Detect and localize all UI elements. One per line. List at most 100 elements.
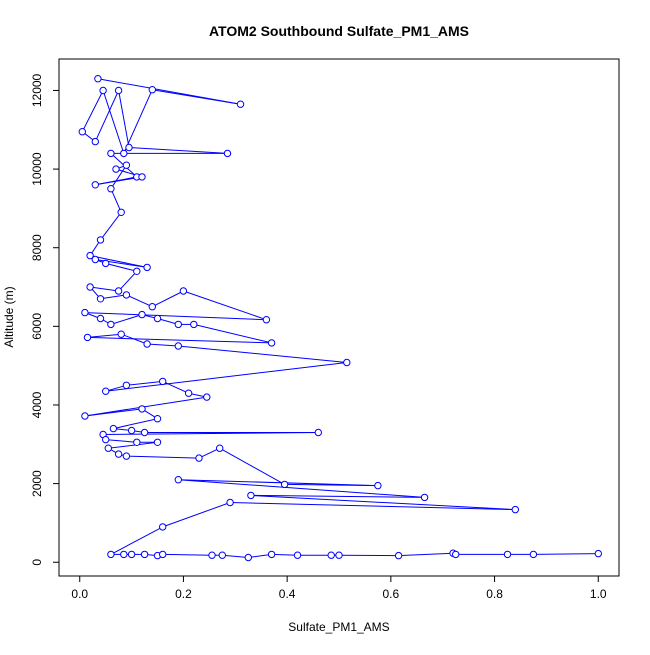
series-segment: [101, 295, 127, 299]
series-segment: [126, 456, 199, 458]
series-segment: [111, 315, 142, 325]
series-segment: [220, 448, 285, 484]
data-point: [219, 552, 225, 558]
series-segment: [90, 287, 119, 291]
series-segment: [163, 554, 212, 555]
data-point: [92, 182, 98, 188]
data-point: [175, 343, 181, 349]
data-point: [237, 101, 243, 107]
data-point: [160, 524, 166, 530]
series-segment: [152, 90, 240, 105]
chart-title: ATOM2 Southbound Sulfate_PM1_AMS: [209, 23, 469, 39]
series-segment: [126, 295, 152, 307]
series-segment: [85, 409, 142, 416]
data-point: [141, 551, 147, 557]
series-segment: [111, 527, 163, 555]
y-tick-label: 2000: [30, 470, 44, 497]
data-point: [121, 551, 127, 557]
data-point: [160, 378, 166, 384]
data-point: [139, 311, 145, 317]
data-point: [149, 304, 155, 310]
data-point: [139, 406, 145, 412]
data-point: [530, 551, 536, 557]
data-point: [453, 551, 459, 557]
data-point: [224, 150, 230, 156]
x-tick-label: 1.0: [590, 587, 607, 601]
data-point: [144, 264, 150, 270]
data-point: [103, 436, 109, 442]
data-point: [97, 315, 103, 321]
data-point: [175, 321, 181, 327]
series-segment: [163, 503, 230, 527]
data-point: [87, 284, 93, 290]
data-point: [79, 129, 85, 135]
data-point: [105, 445, 111, 451]
data-point: [421, 494, 427, 500]
data-point: [100, 87, 106, 93]
data-point: [375, 482, 381, 488]
series-segment: [111, 189, 121, 213]
series-segment: [101, 212, 122, 240]
data-point: [108, 551, 114, 557]
data-point: [123, 382, 129, 388]
data-point: [512, 506, 518, 512]
data-point: [160, 551, 166, 557]
data-point: [315, 429, 321, 435]
data-point: [196, 455, 202, 461]
series-segment: [108, 442, 157, 448]
y-tick-label: 10000: [30, 152, 44, 186]
data-point: [139, 174, 145, 180]
series-segment: [119, 271, 137, 291]
x-tick-label: 0.6: [383, 587, 400, 601]
series-segment: [533, 554, 598, 555]
series-segment: [230, 503, 515, 510]
data-point: [82, 413, 88, 419]
y-axis-label: Altitude (m): [2, 286, 16, 347]
data-point: [336, 552, 342, 558]
data-point: [141, 429, 147, 435]
data-point: [115, 451, 121, 457]
data-point: [134, 439, 140, 445]
series-segment: [272, 554, 298, 555]
data-point: [108, 150, 114, 156]
data-point: [123, 162, 129, 168]
data-point: [108, 321, 114, 327]
series-segment: [251, 495, 515, 509]
y-tick-label: 8000: [30, 234, 44, 261]
data-point: [180, 288, 186, 294]
data-point: [217, 445, 223, 451]
data-point: [123, 292, 129, 298]
y-tick-label: 0: [30, 559, 44, 566]
series-segment: [152, 291, 183, 307]
data-point: [154, 315, 160, 321]
data-point: [118, 209, 124, 215]
x-tick-label: 0.4: [279, 587, 296, 601]
series-segment: [147, 344, 178, 346]
x-tick-label: 0.0: [71, 587, 88, 601]
x-axis-label: Sulfate_PM1_AMS: [288, 620, 389, 634]
series-segment: [178, 346, 346, 363]
data-point: [191, 321, 197, 327]
y-tick-label: 12000: [30, 73, 44, 107]
series-segment: [85, 397, 207, 416]
series-segment: [194, 324, 272, 343]
x-tick-label: 0.2: [175, 587, 192, 601]
data-point: [294, 552, 300, 558]
series-segment: [129, 148, 228, 154]
series-segment: [88, 334, 122, 337]
series-segment: [88, 337, 272, 343]
data-point: [110, 425, 116, 431]
data-point: [185, 390, 191, 396]
series-segment: [85, 313, 267, 320]
data-point: [204, 394, 210, 400]
data-point: [123, 453, 129, 459]
series-segment: [106, 363, 347, 392]
data-point: [395, 552, 401, 558]
series-segment: [399, 553, 454, 555]
data-point: [245, 554, 251, 560]
data-point: [134, 268, 140, 274]
